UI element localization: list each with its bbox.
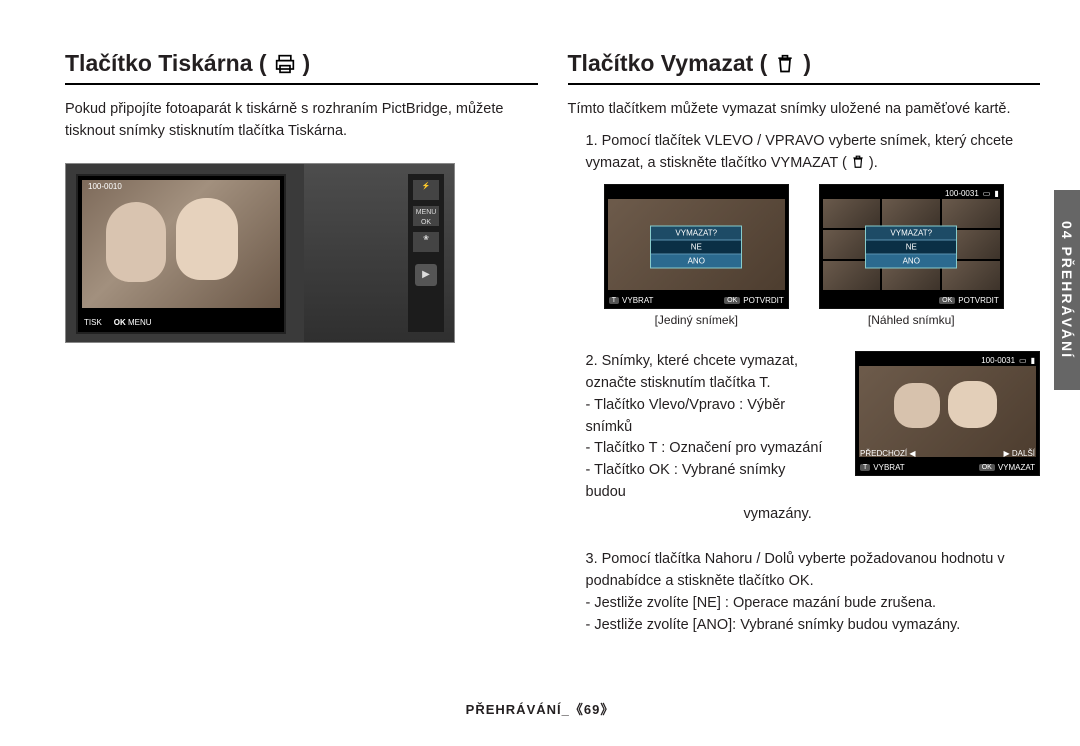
left-intro: Pokud připojíte fotoaparát k tiskárně s … [65,99,538,143]
play-button: ▶ [415,264,437,286]
left-column: Tlačítko Tiskárna ( ) Pokud připojíte fo… [65,50,538,636]
trash-icon [851,155,865,169]
ok-key: OK [979,464,995,471]
step2-bullet1: - Tlačítko Vlevo/Vpravo : Výběr snímků [586,395,828,439]
option-no: NE [866,239,956,253]
right-section-title: Tlačítko Vymazat ( ) [568,50,1041,85]
lcd-top-bar: 100-0031▭▮ [860,354,1035,366]
nav-overlay: PŘEDCHOZÍ ◀ ▶ DALŠÍ [856,446,1039,460]
file-counter: 100-0031 [981,356,1015,365]
manual-page: Tlačítko Tiskárna ( ) Pokud připojíte fo… [0,0,1080,746]
macro-icon: ❀ [413,232,439,252]
photo-couple: 100-0010 [82,180,280,308]
file-counter: 100-0031 [945,189,979,198]
vybrat-label: VYBRAT [622,296,653,305]
camera-lcd-preview: 100-0010 TISK OK MENU [76,174,286,334]
trash-icon [775,54,795,74]
lcd-select-delete: 100-0031▭▮ PŘEDCHOZÍ ◀ ▶ DALŠÍ TVYBRAT [855,351,1040,476]
vymazat-label: VYMAZAT [998,463,1035,472]
lcd-single-delete: VYMAZAT? NE ANO TVYBRAT OKPOTVRDIT [604,184,789,309]
file-counter: 100-0010 [88,182,122,191]
option-no: NE [651,239,741,253]
title-text: Tlačítko Vymazat ( [568,50,768,77]
ok-key: OK [939,297,955,304]
step2-bullet2: - Tlačítko T : Označení pro vymazání [586,438,828,460]
title-close: ) [803,50,811,77]
screenshot-select: 100-0031▭▮ PŘEDCHOZÍ ◀ ▶ DALŠÍ TVYBRAT [855,351,1040,525]
dialog-title: VYMAZAT? [866,226,956,239]
step2-block: 2. Snímky, které chcete vymazat, označte… [568,351,1041,525]
caption-thumb: [Náhled snímku] [819,313,1004,327]
screenshot-single: VYMAZAT? NE ANO TVYBRAT OKPOTVRDIT [Jedi… [604,184,789,327]
next-label: ▶ DALŠÍ [1004,449,1036,458]
lcd-bottom-bar: TVYBRAT OKVYMAZAT [856,460,1039,475]
lcd-bottom-bar: TVYBRAT OKPOTVRDIT [605,293,788,308]
camera-button-strip: ⚡ MENUOK ❀ ▶ [408,174,444,332]
delete-dialog: VYMAZAT? NE ANO [650,225,742,268]
title-text: Tlačítko Tiskárna ( [65,50,267,77]
step2-line1: 2. Snímky, které chcete vymazat, označte… [586,351,828,395]
two-column-layout: Tlačítko Tiskárna ( ) Pokud připojíte fo… [65,50,1040,636]
left-section-title: Tlačítko Tiskárna ( ) [65,50,538,85]
tisk-label: TISK [84,318,102,327]
step3-block: 3. Pomocí tlačítka Nahoru / Dolů vyberte… [568,549,1041,636]
ok-key: OK [724,297,740,304]
step3-line1: 3. Pomocí tlačítka Nahoru / Dolů vyberte… [586,549,1041,593]
step2-bullet3b: vymazány. [586,504,828,526]
lcd-bottom-bar: TISK OK MENU [78,314,284,332]
right-column: Tlačítko Vymazat ( ) Tímto tlačítkem můž… [568,50,1041,636]
photo-background [859,366,1036,457]
title-close: ) [303,50,311,77]
t-key: T [609,297,619,304]
lcd-top-bar: 100-0031▭▮ [824,187,999,199]
page-footer: PŘEHRÁVÁNÍ_《69》 [0,699,1080,718]
caption-single: [Jediný snímek] [604,313,789,327]
step3-bullet2: - Jestliže zvolíte [ANO]: Vybrané snímky… [586,615,1041,637]
lcd-thumb-delete: 100-0031▭▮ VYMAZAT? NE ANO OKPOTVRDI [819,184,1004,309]
vybrat-label: VYBRAT [873,463,904,472]
potvrdit-label: POTVRDIT [743,296,783,305]
delete-dialog: VYMAZAT? NE ANO [865,225,957,268]
flash-icon: ⚡ [413,180,439,200]
camera-with-lcd-illustration: 100-0010 TISK OK MENU ⚡ MENUOK ❀ ▶ [65,163,455,343]
ok-key: OK [114,318,126,327]
step2-bullet3: - Tlačítko OK : Vybrané snímky budou [586,460,828,504]
screenshot-thumbs: 100-0031▭▮ VYMAZAT? NE ANO OKPOTVRDI [819,184,1004,327]
chapter-side-tab: 04 PŘEHRÁVÁNÍ [1054,190,1080,390]
right-intro: Tímto tlačítkem můžete vymazat snímky ul… [568,99,1041,121]
option-yes: ANO [866,253,956,267]
step3-bullet1: - Jestliže zvolíte [NE] : Operace mazání… [586,593,1041,615]
lcd-bottom-bar: OKPOTVRDIT [820,293,1003,308]
camera-body: ⚡ MENUOK ❀ ▶ [304,164,454,342]
option-yes: ANO [651,253,741,267]
screenshot-row: VYMAZAT? NE ANO TVYBRAT OKPOTVRDIT [Jedi… [568,184,1041,327]
step1: 1. Pomocí tlačítek VLEVO / VPRAVO vybert… [568,131,1041,175]
dialog-title: VYMAZAT? [651,226,741,239]
menu-ok-button: MENUOK [413,206,439,226]
menu-label: MENU [128,318,152,327]
potvrdit-label: POTVRDIT [958,296,998,305]
step2-text: 2. Snímky, které chcete vymazat, označte… [568,351,828,525]
prev-label: PŘEDCHOZÍ ◀ [860,449,916,458]
printer-icon [275,54,295,74]
t-key: T [860,464,870,471]
